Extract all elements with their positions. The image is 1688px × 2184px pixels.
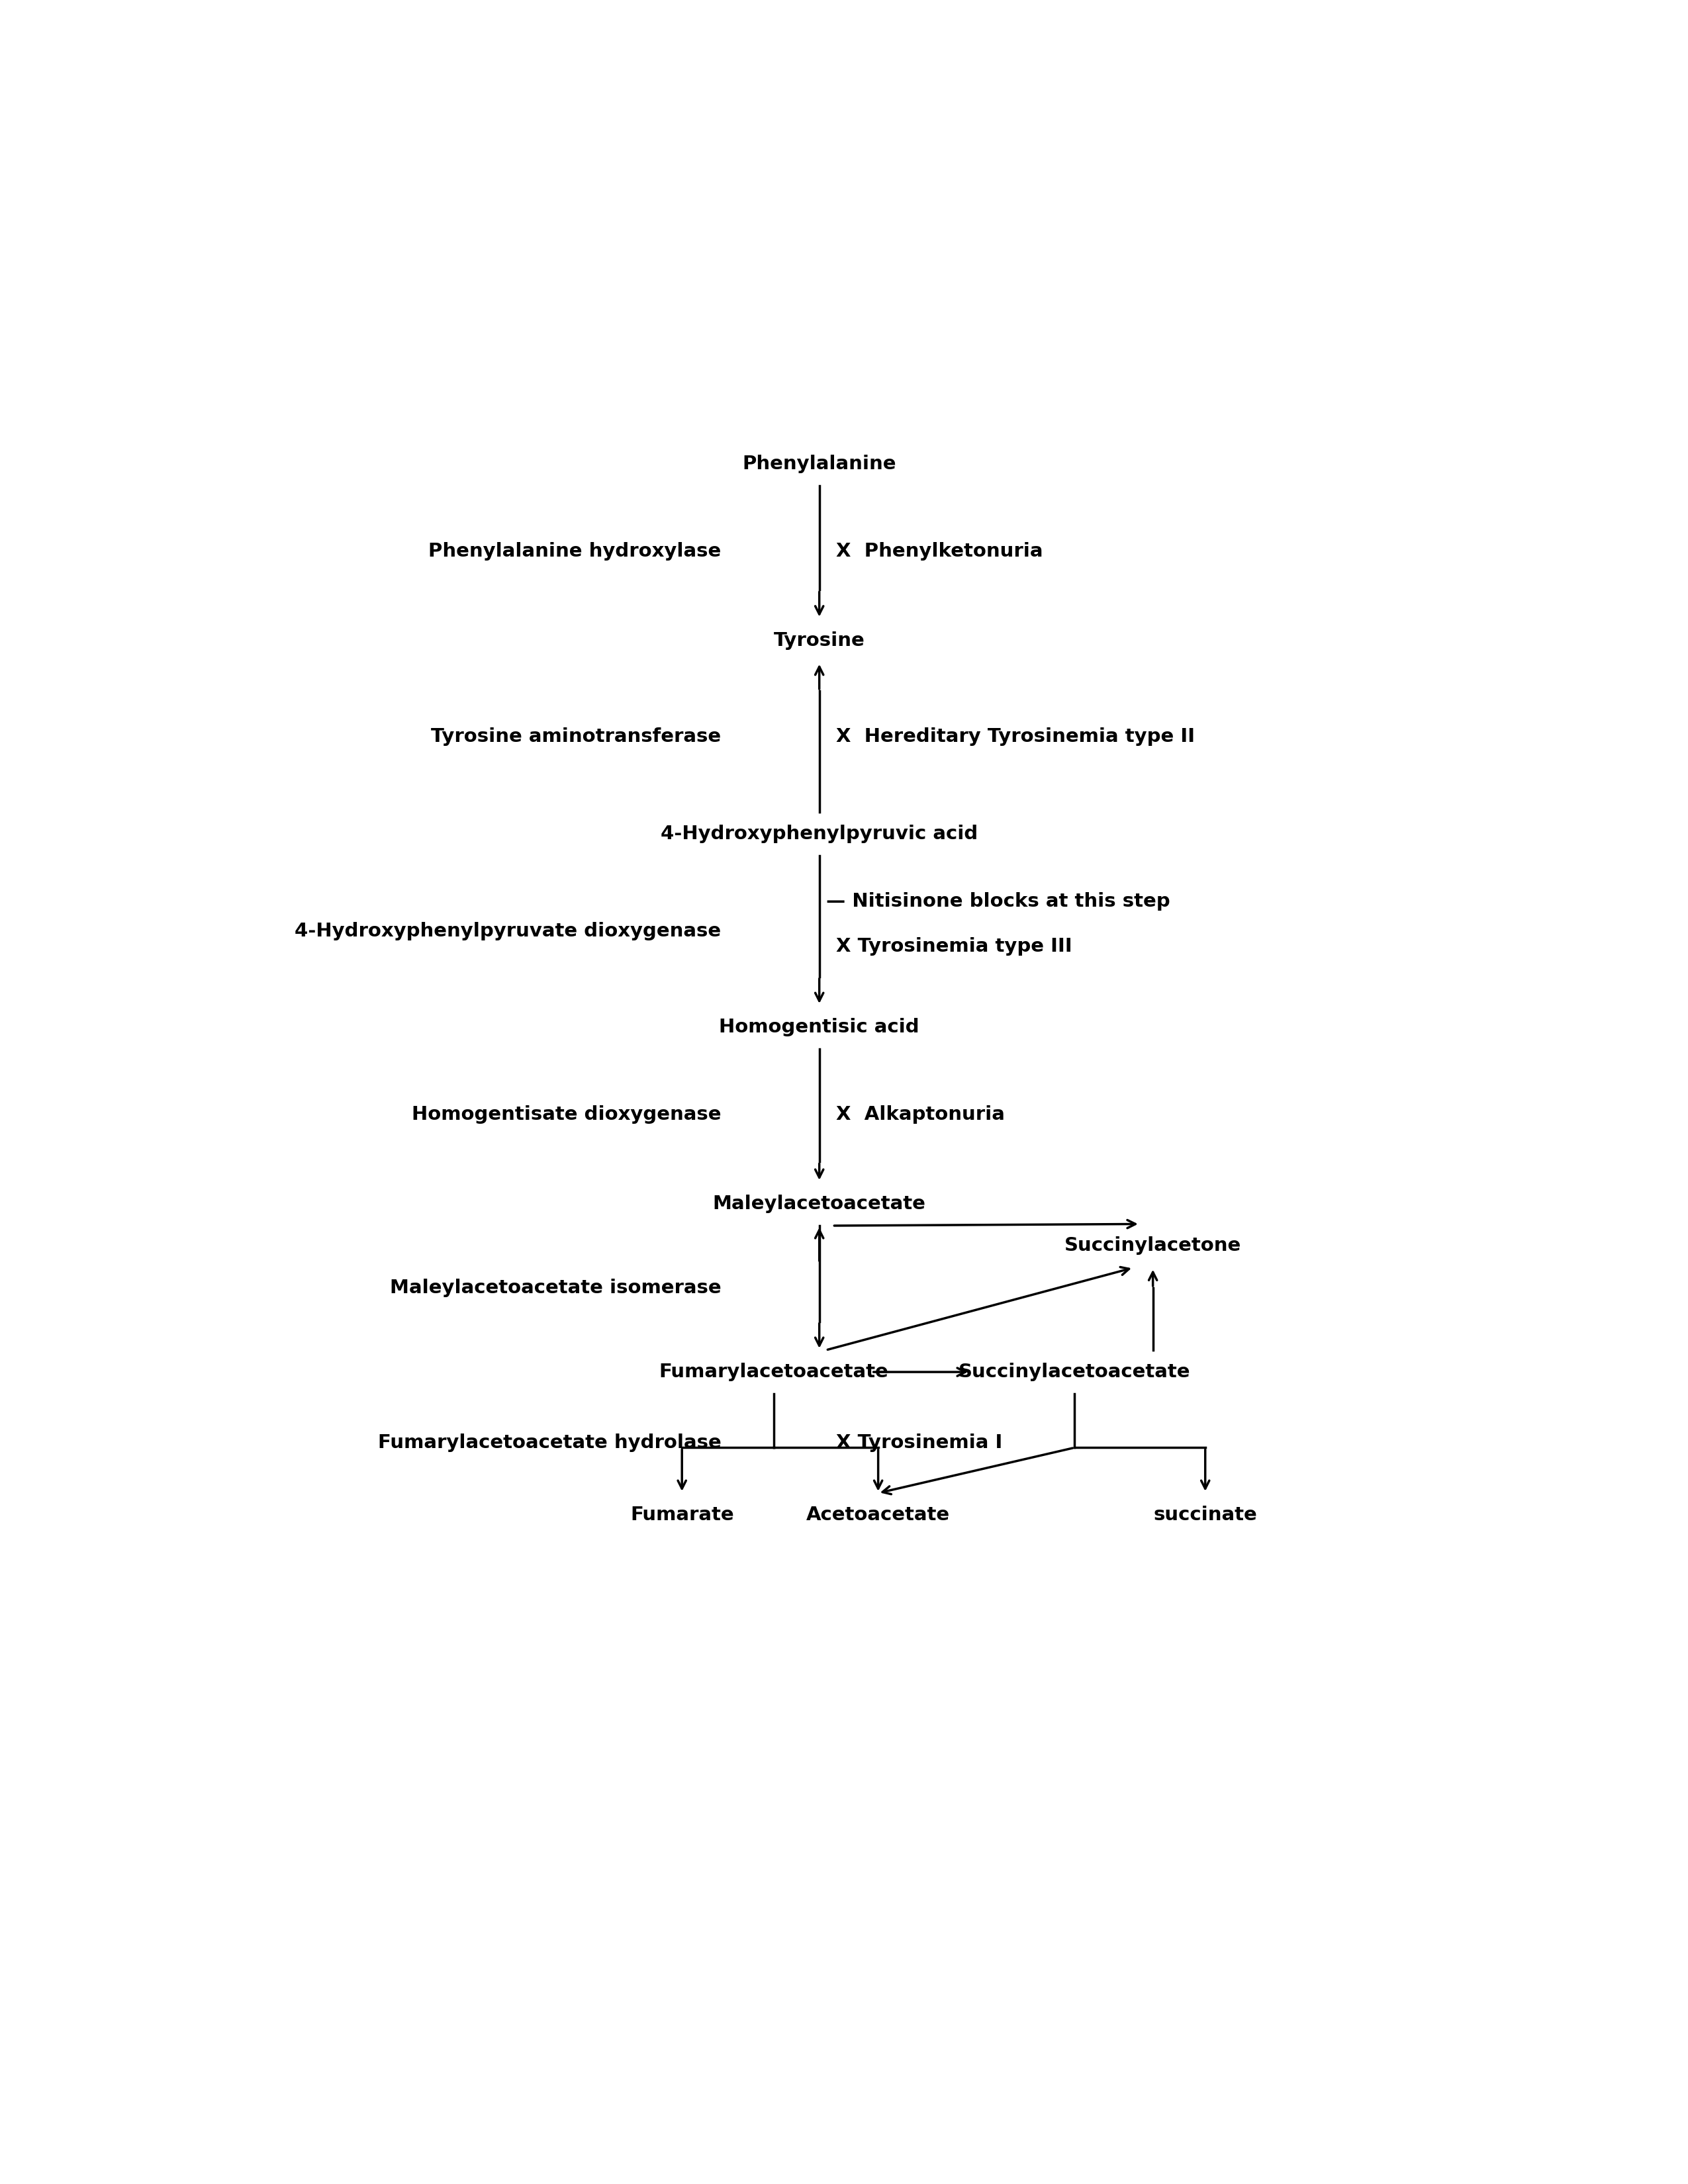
Text: Phenylalanine hydroxylase: Phenylalanine hydroxylase xyxy=(429,542,721,561)
Text: Fumarylacetoacetate hydrolase: Fumarylacetoacetate hydrolase xyxy=(378,1433,721,1452)
Text: Maleylacetoacetate isomerase: Maleylacetoacetate isomerase xyxy=(390,1278,721,1297)
Text: Succinylacetone: Succinylacetone xyxy=(1065,1236,1241,1256)
Text: Acetoacetate: Acetoacetate xyxy=(807,1505,950,1524)
Text: X Tyrosinemia type III: X Tyrosinemia type III xyxy=(836,937,1072,957)
Text: Fumarylacetoacetate: Fumarylacetoacetate xyxy=(658,1363,888,1380)
Text: Homogentisate dioxygenase: Homogentisate dioxygenase xyxy=(412,1105,721,1125)
Text: 4-Hydroxyphenylpyruvic acid: 4-Hydroxyphenylpyruvic acid xyxy=(660,826,977,843)
Text: Maleylacetoacetate: Maleylacetoacetate xyxy=(712,1195,925,1212)
Text: Fumarate: Fumarate xyxy=(630,1505,734,1524)
Text: X  Alkaptonuria: X Alkaptonuria xyxy=(836,1105,1004,1125)
Text: X  Hereditary Tyrosinemia type II: X Hereditary Tyrosinemia type II xyxy=(836,727,1195,745)
Text: — Nitisinone blocks at this step: — Nitisinone blocks at this step xyxy=(825,891,1170,911)
Text: Tyrosine aminotransferase: Tyrosine aminotransferase xyxy=(430,727,721,745)
Text: 4-Hydroxyphenylpyruvate dioxygenase: 4-Hydroxyphenylpyruvate dioxygenase xyxy=(295,922,721,941)
Text: X  Phenylketonuria: X Phenylketonuria xyxy=(836,542,1043,561)
Text: X Tyrosinemia I: X Tyrosinemia I xyxy=(836,1433,1003,1452)
Text: succinate: succinate xyxy=(1153,1505,1258,1524)
Text: Succinylacetoacetate: Succinylacetoacetate xyxy=(959,1363,1190,1380)
Text: Tyrosine: Tyrosine xyxy=(773,631,864,649)
Text: Homogentisic acid: Homogentisic acid xyxy=(719,1018,920,1037)
Text: Phenylalanine: Phenylalanine xyxy=(743,454,896,474)
